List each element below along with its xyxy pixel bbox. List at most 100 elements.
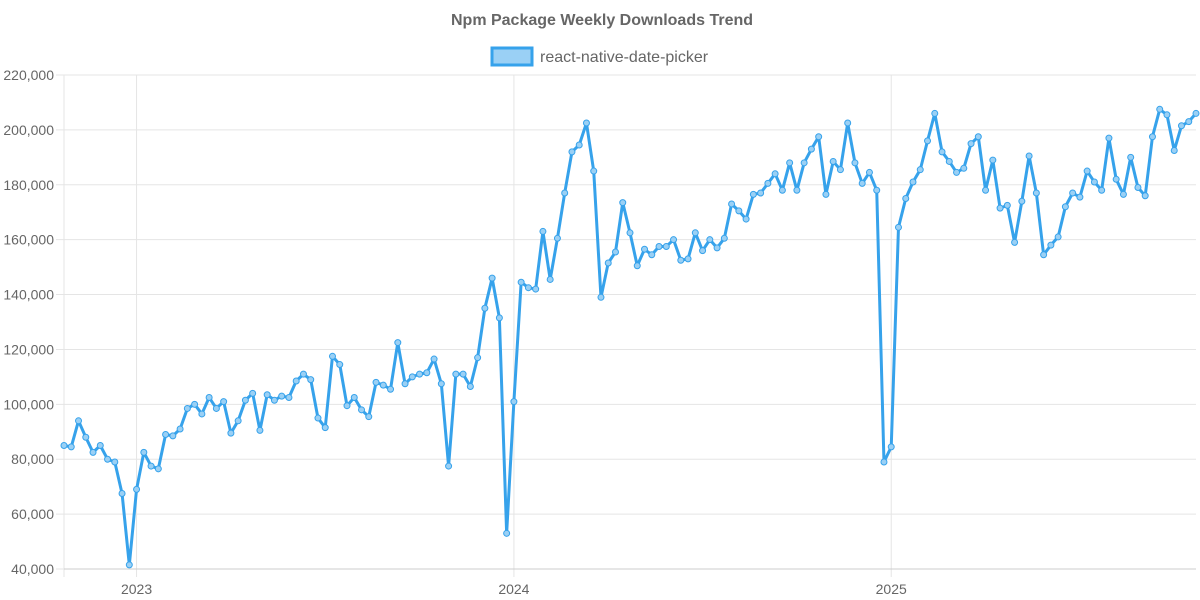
data-point[interactable] xyxy=(154,465,162,473)
data-point[interactable] xyxy=(1032,189,1040,197)
data-point[interactable] xyxy=(350,393,358,401)
data-point[interactable] xyxy=(902,195,910,202)
data-point[interactable] xyxy=(75,417,83,425)
data-point[interactable] xyxy=(452,370,460,378)
data-point[interactable] xyxy=(285,393,293,401)
data-point[interactable] xyxy=(60,442,68,449)
data-point[interactable] xyxy=(205,393,213,401)
data-point[interactable] xyxy=(800,159,808,167)
data-point[interactable] xyxy=(1134,184,1142,192)
data-point[interactable] xyxy=(1148,133,1156,141)
data-point[interactable] xyxy=(982,186,990,194)
data-point[interactable] xyxy=(793,186,801,194)
data-point[interactable] xyxy=(807,145,815,153)
data-point[interactable] xyxy=(503,529,511,537)
data-point[interactable] xyxy=(1083,167,1091,175)
data-point[interactable] xyxy=(125,561,133,569)
data-point[interactable] xyxy=(343,402,351,410)
data-point[interactable] xyxy=(328,352,336,360)
data-point[interactable] xyxy=(474,354,482,362)
data-point[interactable] xyxy=(314,414,322,422)
data-point[interactable] xyxy=(735,207,743,215)
data-point[interactable] xyxy=(198,410,206,418)
data-point[interactable] xyxy=(611,248,619,256)
data-point[interactable] xyxy=(1025,152,1033,160)
data-point[interactable] xyxy=(430,355,438,363)
data-point[interactable] xyxy=(1069,189,1077,197)
data-point[interactable] xyxy=(684,255,692,263)
data-point[interactable] xyxy=(749,190,757,198)
data-point[interactable] xyxy=(582,119,590,127)
data-point[interactable] xyxy=(1061,203,1069,211)
data-point[interactable] xyxy=(1119,190,1127,198)
data-point[interactable] xyxy=(1018,197,1026,205)
data-point[interactable] xyxy=(546,275,554,283)
data-point[interactable] xyxy=(278,392,286,400)
data-point[interactable] xyxy=(466,382,474,390)
data-point[interactable] xyxy=(321,424,329,432)
data-point[interactable] xyxy=(1090,178,1098,186)
data-point[interactable] xyxy=(445,462,453,470)
data-point[interactable] xyxy=(1011,238,1019,246)
data-point[interactable] xyxy=(764,179,772,187)
data-point[interactable] xyxy=(1192,109,1200,117)
data-point[interactable] xyxy=(510,398,518,406)
data-point[interactable] xyxy=(1127,153,1135,161)
data-point[interactable] xyxy=(140,448,148,456)
data-point[interactable] xyxy=(401,380,409,388)
data-point[interactable] xyxy=(713,244,721,252)
data-point[interactable] xyxy=(169,432,177,440)
data-point[interactable] xyxy=(778,186,786,194)
data-point[interactable] xyxy=(227,429,235,437)
data-point[interactable] xyxy=(1076,193,1084,201)
data-point[interactable] xyxy=(829,157,837,165)
data-point[interactable] xyxy=(880,458,888,466)
data-point[interactable] xyxy=(1185,118,1193,126)
data-point[interactable] xyxy=(974,133,982,141)
data-point[interactable] xyxy=(1047,241,1055,249)
data-point[interactable] xyxy=(641,245,649,253)
data-point[interactable] xyxy=(575,141,583,149)
data-point[interactable] xyxy=(539,227,547,235)
data-point[interactable] xyxy=(1003,201,1011,209)
data-point[interactable] xyxy=(967,140,975,148)
data-point[interactable] xyxy=(822,190,830,198)
data-point[interactable] xyxy=(865,168,873,176)
data-point[interactable] xyxy=(524,284,532,292)
data-point[interactable] xyxy=(212,404,220,412)
data-point[interactable] xyxy=(633,262,641,270)
data-point[interactable] xyxy=(844,119,852,127)
data-point[interactable] xyxy=(416,370,424,378)
data-point[interactable] xyxy=(263,391,271,399)
data-point[interactable] xyxy=(786,159,794,167)
data-point[interactable] xyxy=(162,431,170,439)
data-point[interactable] xyxy=(568,148,576,156)
data-point[interactable] xyxy=(1098,186,1106,194)
data-point[interactable] xyxy=(931,109,939,117)
data-point[interactable] xyxy=(147,462,155,470)
data-point[interactable] xyxy=(1112,175,1120,183)
data-point[interactable] xyxy=(459,370,467,378)
data-point[interactable] xyxy=(699,247,707,255)
data-point[interactable] xyxy=(336,361,344,369)
data-point[interactable] xyxy=(626,229,634,237)
data-point[interactable] xyxy=(996,204,1004,212)
data-point[interactable] xyxy=(553,234,561,242)
data-point[interactable] xyxy=(945,157,953,165)
data-point[interactable] xyxy=(270,396,278,404)
data-point[interactable] xyxy=(133,485,141,493)
data-point[interactable] xyxy=(176,425,184,433)
data-point[interactable] xyxy=(953,168,961,176)
data-point[interactable] xyxy=(771,170,779,178)
data-point[interactable] xyxy=(82,433,90,441)
data-point[interactable] xyxy=(234,417,242,425)
data-point[interactable] xyxy=(894,223,902,231)
data-point[interactable] xyxy=(706,236,714,244)
data-point[interactable] xyxy=(1170,146,1178,154)
data-point[interactable] xyxy=(590,167,598,175)
data-point[interactable] xyxy=(561,189,569,197)
data-point[interactable] xyxy=(1177,122,1185,130)
data-point[interactable] xyxy=(1040,251,1048,259)
data-point[interactable] xyxy=(728,200,736,208)
data-point[interactable] xyxy=(938,148,946,156)
